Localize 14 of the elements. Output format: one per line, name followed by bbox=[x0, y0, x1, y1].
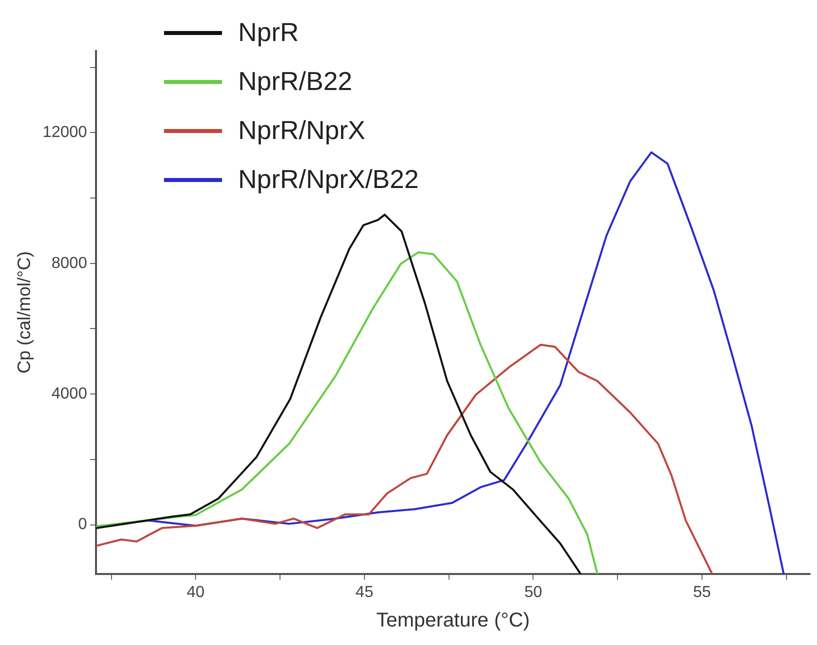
y-tick-label: 8000 bbox=[52, 254, 88, 272]
legend-label: NprR/NprX bbox=[238, 115, 366, 146]
x-tick-label: 50 bbox=[524, 584, 542, 601]
y-tick-label: 4000 bbox=[52, 385, 88, 402]
x-tick-label: 55 bbox=[693, 584, 711, 601]
legend-label: NprR/NprX/B22 bbox=[238, 164, 419, 195]
x-tick-label: 45 bbox=[356, 584, 374, 601]
y-axis-title: Cp (cal/mol/°C) bbox=[14, 251, 34, 374]
legend-label: NprR bbox=[238, 17, 299, 48]
x-tick-label: 40 bbox=[186, 584, 205, 601]
x-axis-title: Temperature (°C) bbox=[376, 610, 530, 632]
y-tick-label: 0 bbox=[78, 516, 88, 534]
legend-label: NprR/B22 bbox=[238, 66, 352, 97]
y-tick-label: 12000 bbox=[42, 124, 88, 142]
